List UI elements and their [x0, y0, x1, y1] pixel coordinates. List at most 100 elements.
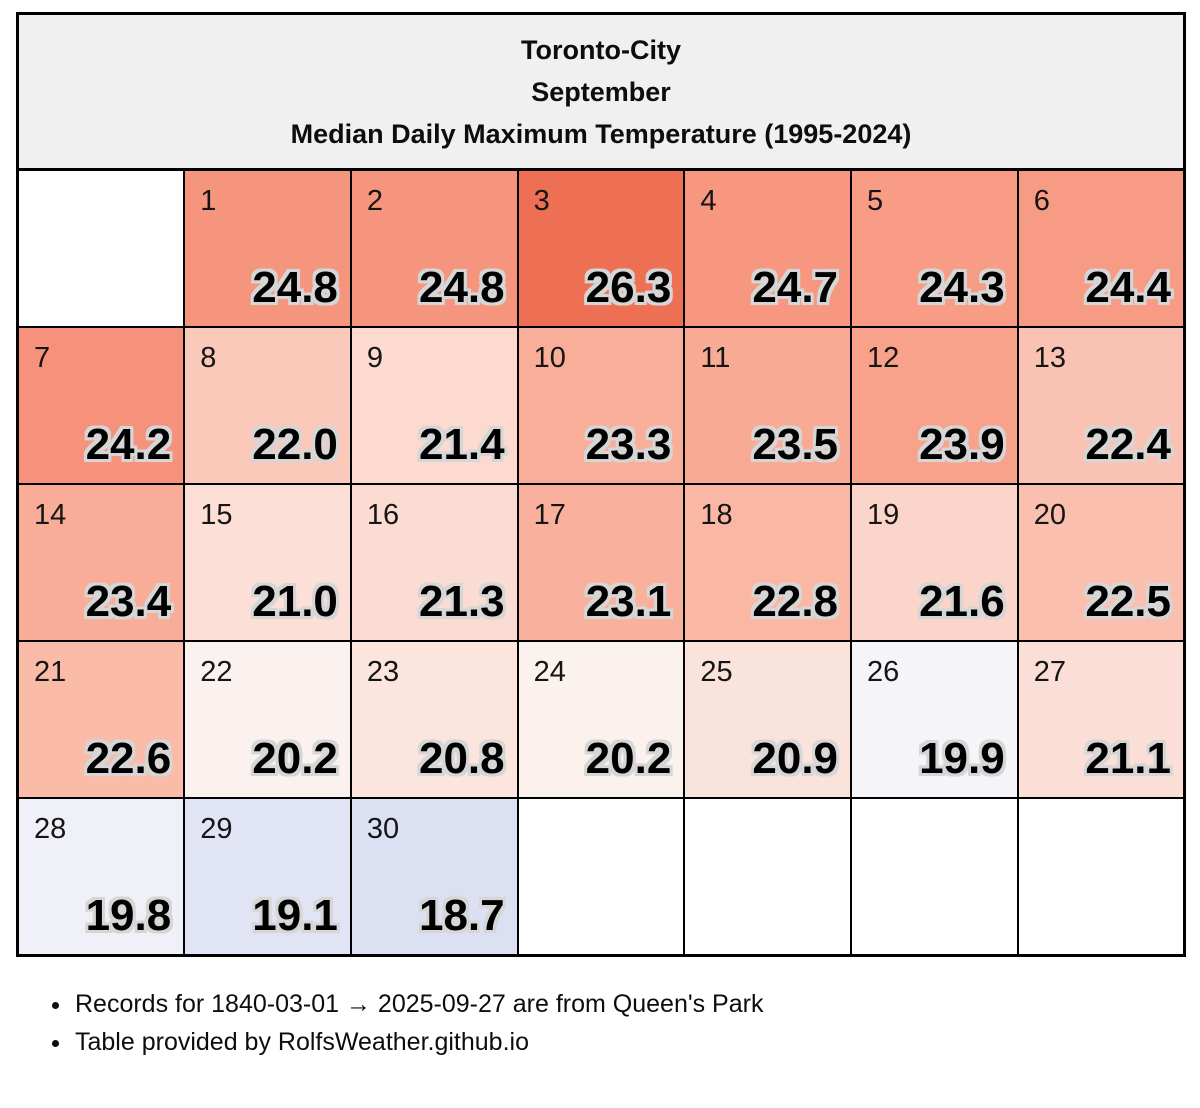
day-temperature-value: 21.6 — [919, 576, 1005, 626]
day-temperature-value: 23.1 — [585, 576, 672, 626]
day-number: 26 — [867, 655, 900, 688]
temperature-calendar: Toronto-City September Median Daily Maxi… — [16, 12, 1186, 957]
day-cell-20: 20 22.5 — [1016, 482, 1186, 642]
day-cell-13: 13 22.4 — [1016, 325, 1186, 485]
footnote-records: Records for 1840-03-01 → 2025-09-27 are … — [73, 985, 1200, 1024]
day-number: 29 — [200, 812, 233, 845]
day-cell-18: 18 22.8 — [683, 482, 853, 642]
day-cell-6: 6 24.4 — [1016, 168, 1186, 328]
day-number: 25 — [700, 655, 733, 688]
title-month: September — [531, 76, 671, 107]
day-number: 13 — [1033, 341, 1066, 374]
day-temperature-value: 20.9 — [752, 733, 839, 783]
day-number: 1 — [200, 184, 217, 217]
day-number: 7 — [34, 341, 51, 374]
day-number: 5 — [867, 184, 884, 217]
day-temperature-value: 24.2 — [85, 419, 172, 469]
day-cell-10: 10 23.3 — [516, 325, 686, 485]
day-temperature-value: 18.7 — [418, 890, 505, 940]
day-temperature-value: 22.6 — [85, 733, 172, 783]
day-number: 11 — [700, 341, 731, 374]
day-number: 12 — [867, 341, 900, 374]
day-number: 30 — [366, 812, 400, 845]
day-cell-5: 5 24.3 — [850, 168, 1019, 328]
day-number: 21 — [34, 655, 67, 688]
day-cell-14: 14 23.4 — [16, 482, 186, 642]
day-temperature-value: 24.7 — [752, 262, 839, 312]
day-number: 9 — [366, 341, 384, 374]
day-number: 15 — [200, 498, 233, 531]
day-number: 10 — [533, 341, 566, 374]
day-cell-23: 23 20.8 — [349, 639, 519, 799]
day-cell-8: 8 22.0 — [183, 325, 352, 485]
day-number: 22 — [200, 655, 233, 688]
footnotes: Records for 1840-03-01 → 2025-09-27 are … — [0, 985, 1200, 1063]
empty-cell — [516, 796, 686, 957]
day-temperature-value: 20.2 — [585, 733, 672, 783]
day-number: 17 — [533, 498, 566, 531]
day-cell-16: 16 21.3 — [349, 482, 519, 642]
day-cell-15: 15 21.0 — [183, 482, 352, 642]
day-cell-1: 1 24.8 — [183, 168, 352, 328]
day-temperature-value: 24.8 — [252, 262, 338, 312]
day-cell-26: 26 19.9 — [850, 639, 1019, 799]
day-temperature-value: 19.8 — [85, 890, 172, 940]
day-cell-19: 19 21.6 — [850, 482, 1019, 642]
day-number: 4 — [700, 184, 717, 217]
day-temperature-value: 19.9 — [919, 733, 1005, 783]
day-cell-21: 21 22.6 — [16, 639, 186, 799]
day-number: 18 — [700, 498, 733, 531]
day-temperature-value: 22.5 — [1085, 576, 1171, 626]
empty-cell — [16, 168, 186, 328]
day-temperature-value: 22.0 — [252, 419, 338, 469]
day-cell-30: 30 18.7 — [349, 796, 519, 957]
day-temperature-value: 24.8 — [418, 262, 505, 312]
day-temperature-value: 20.8 — [418, 733, 505, 783]
day-cell-9: 9 21.4 — [349, 325, 519, 485]
day-number: 8 — [200, 341, 217, 374]
day-temperature-value: 23.4 — [85, 576, 172, 626]
day-temperature-value: 21.3 — [418, 576, 505, 626]
day-cell-12: 12 23.9 — [850, 325, 1019, 485]
empty-cell — [850, 796, 1019, 957]
day-cell-29: 29 19.1 — [183, 796, 352, 957]
empty-cell — [1016, 796, 1186, 957]
day-temperature-value: 26.3 — [585, 262, 672, 312]
title-metric: Median Daily Maximum Temperature (1995-2… — [290, 118, 912, 149]
day-cell-7: 7 24.2 — [16, 325, 186, 485]
day-cell-11: 11 23.5 — [683, 325, 853, 485]
day-number: 28 — [34, 812, 67, 845]
footnote-source: Table provided by RolfsWeather.github.io — [73, 1023, 1200, 1062]
day-cell-27: 27 21.1 — [1016, 639, 1186, 799]
day-number: 24 — [533, 655, 566, 688]
empty-cell — [683, 796, 853, 957]
day-temperature-value: 20.2 — [252, 733, 338, 783]
day-number: 19 — [867, 498, 900, 531]
day-temperature-value: 21.1 — [1085, 733, 1171, 783]
day-cell-3: 3 26.3 — [516, 168, 686, 328]
day-temperature-value: 19.1 — [252, 890, 338, 940]
day-number: 14 — [34, 498, 67, 531]
day-number: 27 — [1033, 655, 1066, 688]
day-cell-2: 2 24.8 — [349, 168, 519, 328]
day-number: 6 — [1033, 184, 1050, 217]
day-cell-28: 28 19.8 — [16, 796, 186, 957]
calendar-grid: 1 24.8 2 24.8 3 26.3 4 24.7 5 24.3 6 24.4 7 24.2 8 22.0… — [16, 167, 1186, 957]
day-temperature-value: 21.0 — [252, 576, 338, 626]
day-temperature-value: 24.4 — [1085, 262, 1171, 312]
page: Toronto-City September Median Daily Maxi… — [0, 12, 1200, 1062]
day-cell-4: 4 24.7 — [683, 168, 853, 328]
day-temperature-value: 24.3 — [919, 262, 1005, 312]
day-number: 16 — [366, 498, 400, 531]
day-temperature-value: 22.8 — [752, 576, 839, 626]
day-number: 2 — [366, 184, 384, 217]
title-location: Toronto-City — [521, 35, 681, 65]
day-number: 23 — [366, 655, 400, 688]
day-cell-24: 24 20.2 — [516, 639, 686, 799]
day-number: 3 — [533, 184, 550, 217]
day-number: 20 — [1033, 498, 1066, 531]
day-cell-22: 22 20.2 — [183, 639, 352, 799]
day-temperature-value: 23.3 — [585, 419, 672, 469]
day-temperature-value: 21.4 — [418, 419, 505, 469]
day-temperature-value: 22.4 — [1085, 419, 1171, 469]
